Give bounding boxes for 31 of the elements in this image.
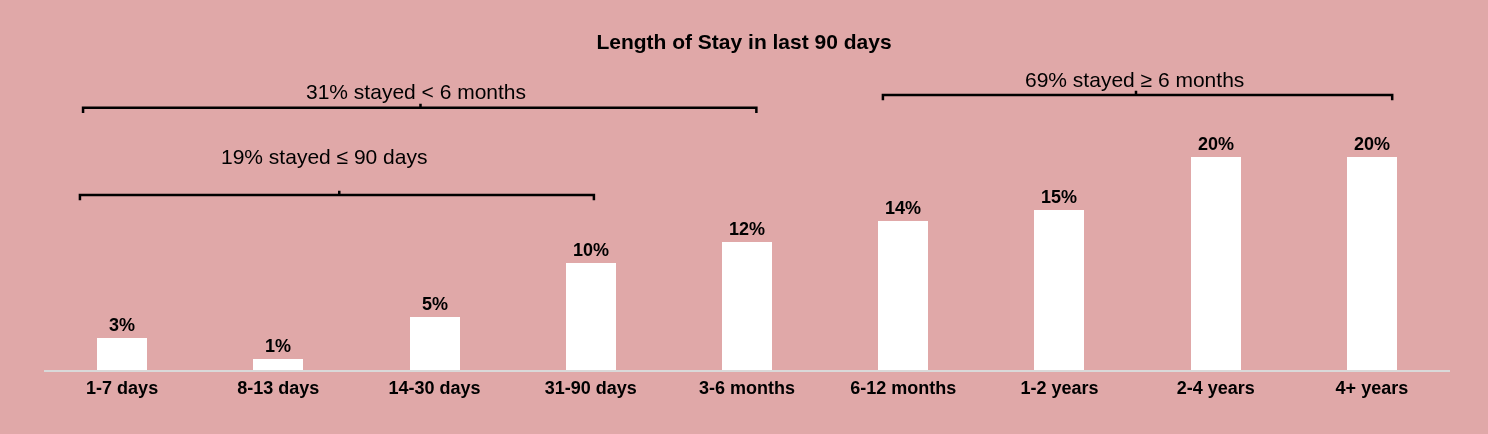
bar bbox=[97, 338, 147, 370]
x-tick-label: 14-30 days bbox=[388, 377, 481, 398]
data-label: 14% bbox=[884, 198, 922, 218]
bar bbox=[410, 317, 460, 370]
data-label: 20% bbox=[1197, 134, 1235, 154]
data-label: 3% bbox=[108, 315, 136, 335]
data-label: 12% bbox=[728, 219, 766, 239]
bar bbox=[722, 242, 772, 370]
x-tick-label: 4+ years bbox=[1335, 377, 1409, 398]
x-tick-label: 1-2 years bbox=[1020, 377, 1099, 398]
text: 69% stayed ≥ 6 months bbox=[1025, 68, 1245, 91]
x-tick-label: 6-12 months bbox=[850, 377, 957, 398]
bar bbox=[1034, 210, 1084, 370]
bar bbox=[878, 221, 928, 370]
data-label: 5% bbox=[421, 294, 449, 314]
text: 31% stayed < 6 months bbox=[306, 80, 527, 103]
bar bbox=[566, 263, 616, 370]
bar bbox=[1191, 157, 1241, 370]
bar bbox=[253, 359, 303, 370]
bar bbox=[1347, 157, 1397, 370]
annotation: 19% stayed ≤ 90 days bbox=[221, 145, 428, 168]
x-tick-label: 8-13 days bbox=[237, 377, 320, 398]
chart-title: Length of Stay in last 90 days bbox=[596, 29, 892, 53]
x-tick-label: 31-90 days bbox=[544, 377, 637, 398]
data-label: 15% bbox=[1040, 187, 1078, 207]
x-tick-label: 1-7 days bbox=[86, 377, 159, 398]
x-tick-label: 2-4 years bbox=[1176, 377, 1255, 398]
data-label: 10% bbox=[572, 240, 610, 260]
data-label: 1% bbox=[264, 336, 292, 356]
x-tick-label: 3-6 months bbox=[698, 377, 796, 398]
data-label: 20% bbox=[1353, 134, 1391, 154]
